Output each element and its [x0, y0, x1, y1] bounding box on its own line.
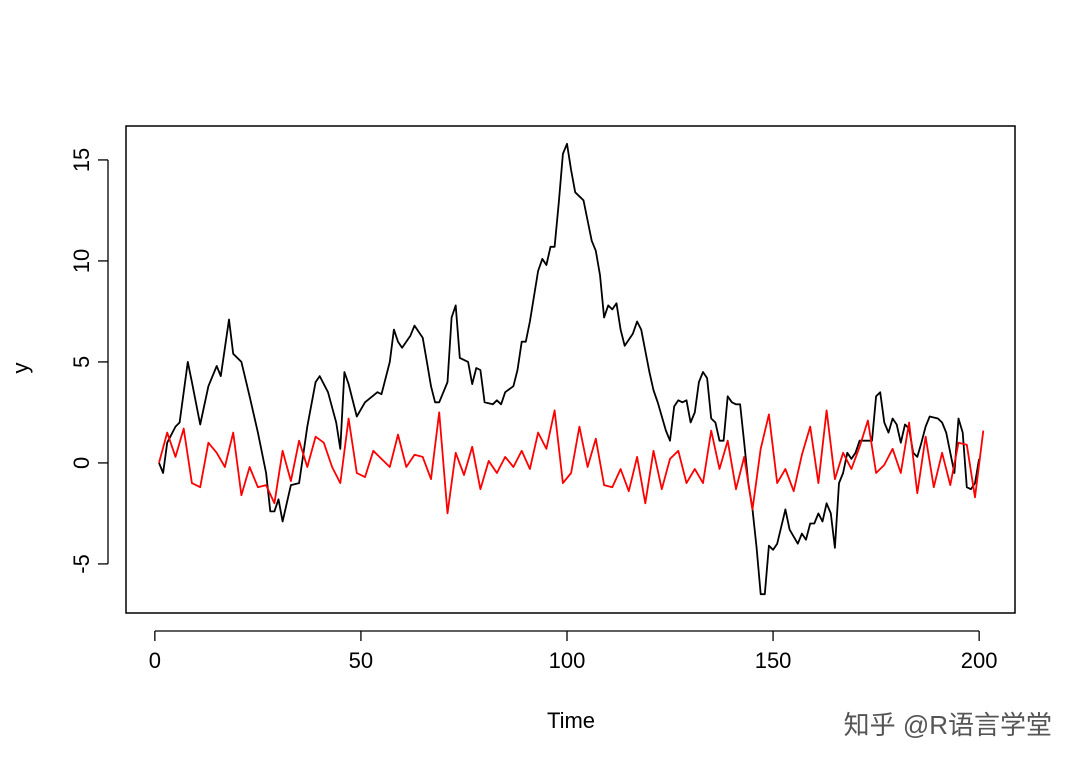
y-tick-label: 15: [69, 148, 94, 172]
y-tick-label: -5: [69, 554, 94, 574]
x-axis-label: Time: [547, 708, 595, 733]
x-tick-label: 50: [349, 648, 373, 673]
x-tick-label: 150: [755, 648, 792, 673]
y-axis-label: y: [8, 363, 33, 374]
plot-box: [125, 125, 1016, 614]
series-line: [158, 142, 980, 596]
x-tick-label: 100: [549, 648, 586, 673]
y-tick-label: 0: [69, 457, 94, 469]
watermark: 知乎 @R语言学堂: [844, 710, 1052, 740]
x-tick-label: 200: [961, 648, 998, 673]
series-line: [158, 409, 985, 515]
x-tick-label: 0: [149, 648, 161, 673]
y-tick-label: 10: [69, 249, 94, 273]
y-tick-label: 5: [69, 356, 94, 368]
